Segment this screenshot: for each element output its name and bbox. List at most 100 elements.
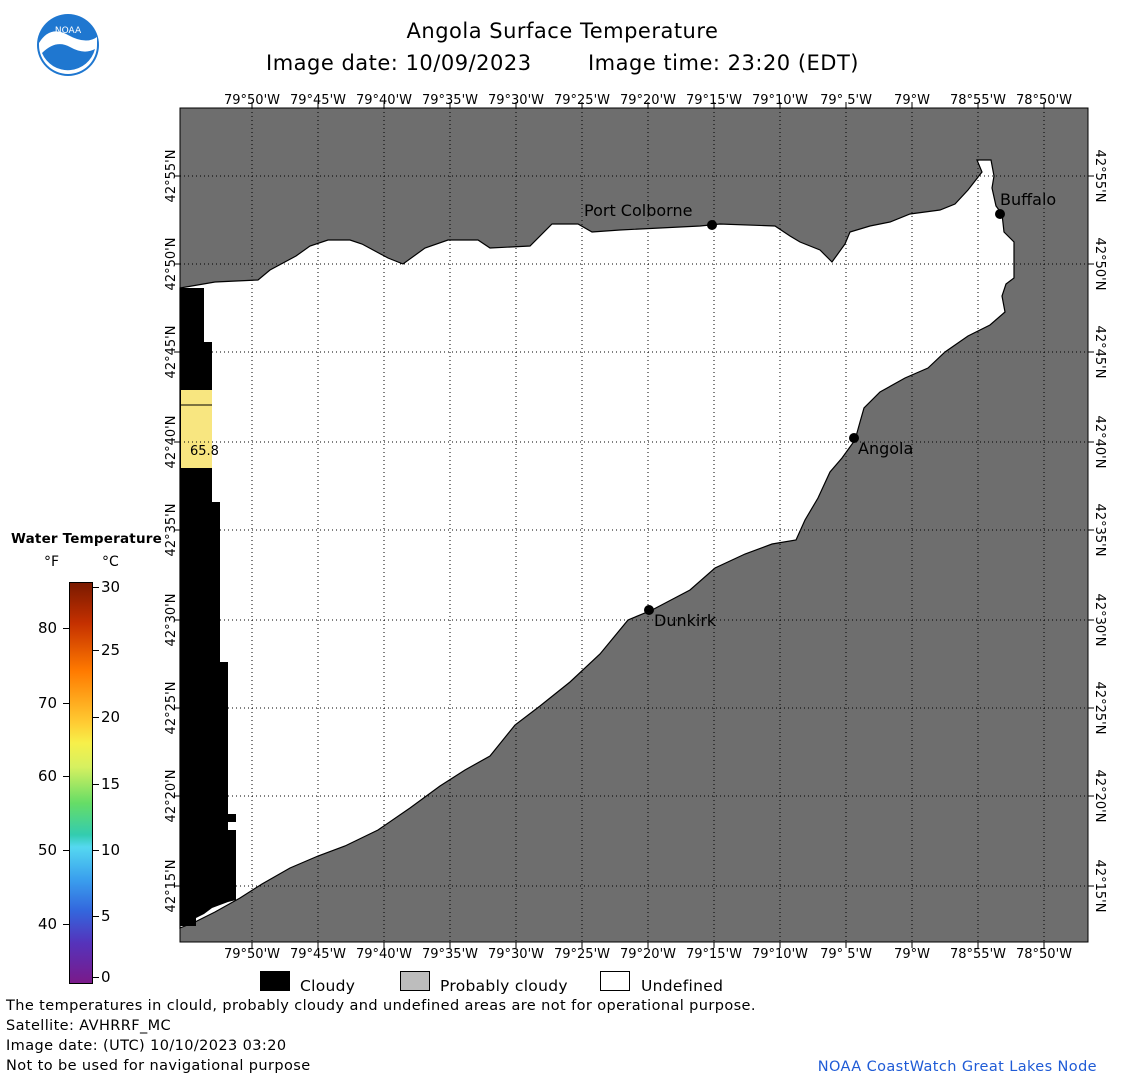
lat-label-right: 42°25'N xyxy=(1092,682,1107,735)
unit-celsius: °C xyxy=(102,554,119,570)
c-tick xyxy=(93,850,99,851)
lon-label-bottom: 79°10'W xyxy=(752,947,808,962)
lat-label-right: 42°35'N xyxy=(1092,504,1107,557)
lon-label-top: 79°40'W xyxy=(356,93,412,108)
lat-label-left: 42°55'N xyxy=(164,150,179,203)
lon-label-bottom: 79°W xyxy=(894,947,930,962)
f-tick-label: 80 xyxy=(38,619,58,637)
lon-label-bottom: 79° 5'W xyxy=(820,947,872,962)
c-tick-label: 15 xyxy=(101,775,121,793)
lat-label-right: 42°20'N xyxy=(1092,770,1107,823)
lat-label-left: 42°25'N xyxy=(164,682,179,735)
noaa-logo: NOAA xyxy=(37,14,99,76)
image-date: 10/09/2023 xyxy=(405,51,532,75)
lon-label-top: 79°W xyxy=(894,93,930,108)
lon-labels-top: 79°50'W 79°45'W 79°40'W 79°35'W 79°30'W 79°25… xyxy=(224,93,1072,108)
lon-label-top: 78°50'W xyxy=(1016,93,1072,108)
image-time: 23:20 (EDT) xyxy=(727,51,859,75)
f-tick xyxy=(63,850,69,851)
lat-label-right: 42°40'N xyxy=(1092,416,1107,469)
lon-label-bottom: 79°30'W xyxy=(488,947,544,962)
c-tick-label: 30 xyxy=(101,578,121,596)
c-tick-label: 0 xyxy=(101,968,111,986)
temp-reading: 65.8 xyxy=(190,444,219,459)
footer-utc-date: Image date: (UTC) 10/10/2023 03:20 xyxy=(6,1038,287,1054)
date-label: Image date: xyxy=(266,51,399,75)
lon-label-top: 79°30'W xyxy=(488,93,544,108)
c-tick-label: 20 xyxy=(101,708,121,726)
city-label-dunkirk: Dunkirk xyxy=(654,611,717,630)
lat-label-left: 42°20'N xyxy=(164,770,179,823)
logo-text: NOAA xyxy=(55,26,82,36)
lat-label-right: 42°45'N xyxy=(1092,326,1107,379)
f-tick-label: 70 xyxy=(38,694,58,712)
c-tick xyxy=(93,977,99,978)
unit-fahrenheit: °F xyxy=(44,554,60,570)
lon-labels-bottom: 79°50'W 79°45'W 79°40'W 79°35'W 79°30'W 79°25… xyxy=(224,947,1072,962)
f-tick xyxy=(63,776,69,777)
lat-label-left: 42°15'N xyxy=(164,860,179,913)
swatch-cloudy xyxy=(260,971,290,991)
lat-lon-grid xyxy=(180,108,1088,942)
warm-water-patch xyxy=(181,390,212,468)
city-label-angola: Angola xyxy=(858,439,913,458)
lon-label-top: 79°35'W xyxy=(422,93,478,108)
lon-label-top: 79°10'W xyxy=(752,93,808,108)
lat-label-left: 42°45'N xyxy=(164,326,179,379)
lon-label-bottom: 78°55'W xyxy=(950,947,1006,962)
footer-note: The temperatures in clould, probably clo… xyxy=(6,998,756,1014)
footer-node-credit[interactable]: NOAA CoastWatch Great Lakes Node xyxy=(817,1059,1097,1075)
c-tick xyxy=(93,717,99,718)
footer-nav-warning: Not to be used for navigational purpose xyxy=(6,1058,311,1074)
f-tick-label: 60 xyxy=(38,767,58,785)
f-tick xyxy=(63,924,69,925)
axis-ticks xyxy=(174,102,1094,948)
lon-label-top: 79°25'W xyxy=(554,93,610,108)
lon-label-bottom: 79°50'W xyxy=(224,947,280,962)
lat-label-left: 42°30'N xyxy=(164,594,179,647)
lat-label-left: 42°35'N xyxy=(164,504,179,557)
swatch-undefined xyxy=(600,971,630,991)
f-tick-label: 40 xyxy=(38,915,58,933)
city-dot-port-colborne xyxy=(707,220,717,230)
label-undefined: Undefined xyxy=(641,977,724,995)
swatch-probably-cloudy xyxy=(400,971,430,991)
city-dot-angola xyxy=(849,433,859,443)
legend-title: Water Temperature xyxy=(11,531,162,547)
city-dot-dunkirk xyxy=(644,605,654,615)
lon-label-bottom: 79°15'W xyxy=(686,947,742,962)
f-tick-label: 50 xyxy=(38,841,58,859)
lat-label-right: 42°50'N xyxy=(1092,238,1107,291)
c-tick-label: 5 xyxy=(101,907,111,925)
footer-satellite: Satellite: AVHRRF_MC xyxy=(6,1018,172,1034)
lon-label-bottom: 78°50'W xyxy=(1016,947,1072,962)
f-tick xyxy=(63,628,69,629)
lon-label-top: 79°20'W xyxy=(620,93,676,108)
c-tick-label: 10 xyxy=(101,841,121,859)
lon-label-top: 79° 5'W xyxy=(820,93,872,108)
lat-label-left: 42°40'N xyxy=(164,416,179,469)
time-label: Image time: xyxy=(587,51,721,75)
lon-label-bottom: 79°20'W xyxy=(620,947,676,962)
c-tick xyxy=(93,587,99,588)
lat-label-left: 42°50'N xyxy=(164,238,179,291)
c-tick xyxy=(93,784,99,785)
lon-label-top: 79°50'W xyxy=(224,93,280,108)
label-probably-cloudy: Probably cloudy xyxy=(440,977,568,995)
lon-label-top: 79°45'W xyxy=(290,93,346,108)
lat-label-right: 42°30'N xyxy=(1092,594,1107,647)
lat-labels-right: 42°55'N 42°50'N 42°45'N 42°40'N 42°35'N 42°30… xyxy=(1092,150,1107,913)
lon-label-bottom: 79°40'W xyxy=(356,947,412,962)
lon-label-bottom: 79°25'W xyxy=(554,947,610,962)
lon-label-top: 79°15'W xyxy=(686,93,742,108)
lat-label-right: 42°55'N xyxy=(1092,150,1107,203)
lon-label-top: 78°55'W xyxy=(950,93,1006,108)
lon-label-bottom: 79°35'W xyxy=(422,947,478,962)
lat-labels-left: 42°55'N 42°50'N 42°45'N 42°40'N 42°35'N 42°30… xyxy=(164,150,179,913)
image-datetime: Image date: 10/09/2023 Image time: 23:20… xyxy=(0,51,1126,75)
c-tick xyxy=(93,916,99,917)
city-dot-buffalo xyxy=(995,209,1005,219)
city-label-port-colborne: Port Colborne xyxy=(584,201,692,220)
c-tick xyxy=(93,650,99,651)
